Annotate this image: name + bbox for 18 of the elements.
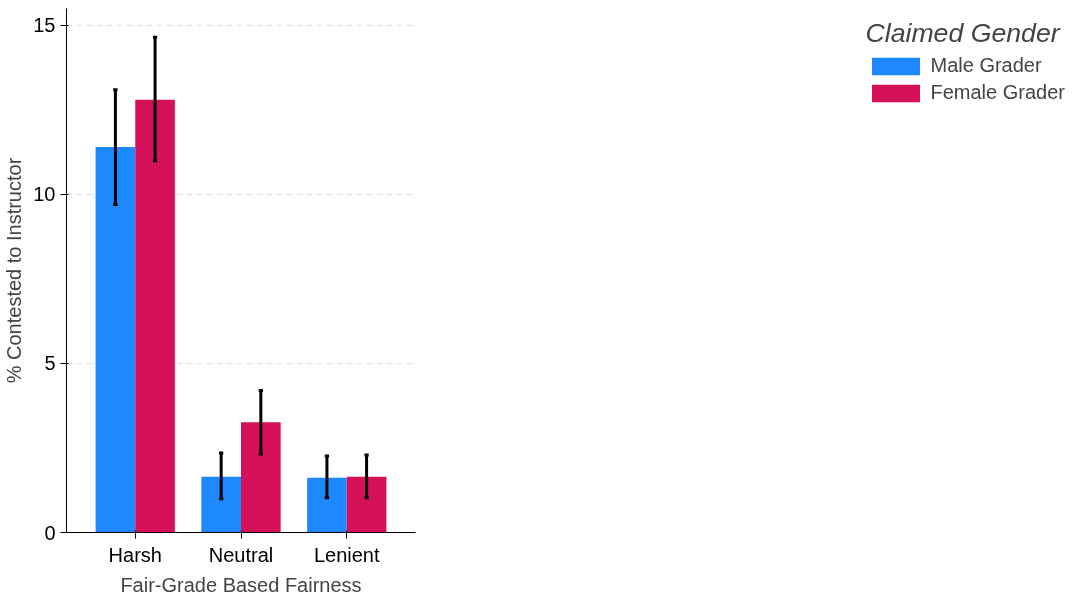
y-axis-title: % Contested to Instructor: [3, 157, 26, 384]
legend-title: Claimed Gender: [865, 18, 1062, 49]
x-tick-label: Lenient: [313, 543, 381, 566]
legend-label: Male Grader: [930, 54, 1042, 77]
bar: [307, 477, 347, 533]
bar: [135, 99, 175, 533]
y-tick-label: 10: [33, 183, 56, 206]
bar: [241, 422, 281, 533]
y-tick-label: 15: [33, 14, 56, 37]
legend-label: Female Grader: [930, 81, 1065, 104]
y-tick-label: 0: [44, 521, 56, 544]
x-tick-label: Neutral: [208, 543, 274, 566]
x-tick-label: Harsh: [108, 543, 162, 566]
bar: [201, 476, 241, 533]
bar: [95, 147, 136, 533]
y-tick-label: 5: [44, 352, 56, 375]
x-axis-title: Fair-Grade Based Fairness: [120, 573, 362, 596]
bar: [346, 476, 387, 533]
